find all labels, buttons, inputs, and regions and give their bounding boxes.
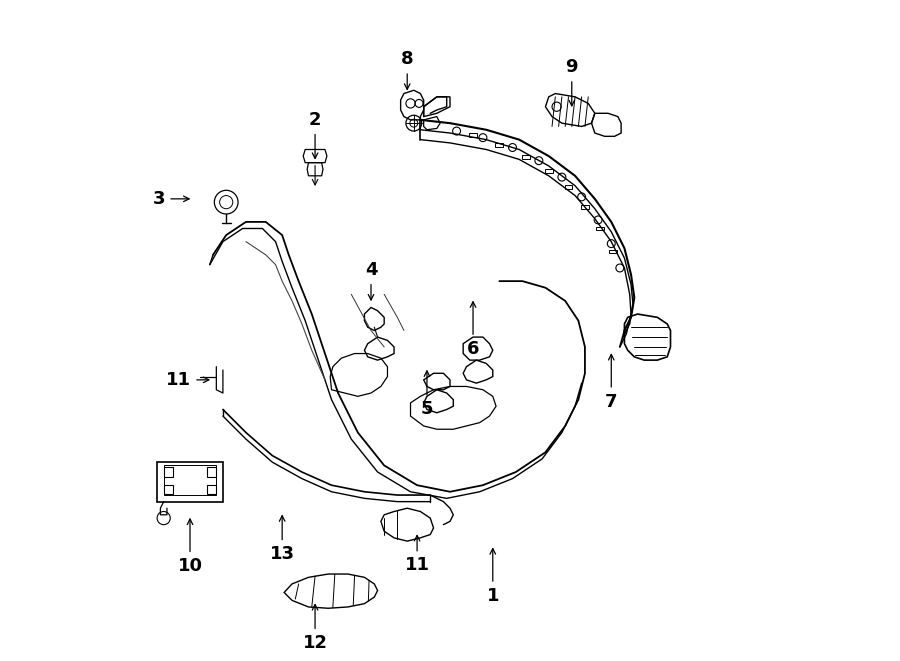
Text: 13: 13 <box>270 516 294 563</box>
Bar <box>207 485 216 494</box>
PathPatch shape <box>400 91 424 120</box>
Bar <box>164 467 173 477</box>
Bar <box>564 185 572 189</box>
Bar <box>495 143 503 147</box>
Bar <box>164 485 173 494</box>
Text: 5: 5 <box>420 371 433 418</box>
PathPatch shape <box>625 314 670 360</box>
Text: 3: 3 <box>153 190 189 208</box>
Bar <box>544 169 553 173</box>
Bar <box>596 227 604 231</box>
Text: 12: 12 <box>302 605 328 652</box>
PathPatch shape <box>158 462 223 502</box>
Text: 9: 9 <box>565 58 578 106</box>
Text: 6: 6 <box>467 302 480 358</box>
Text: 11: 11 <box>405 535 429 574</box>
Text: 2: 2 <box>309 111 321 159</box>
Text: 11: 11 <box>166 371 209 389</box>
Bar <box>469 133 477 137</box>
Text: 10: 10 <box>177 519 202 575</box>
Text: 7: 7 <box>605 354 617 410</box>
Text: 1: 1 <box>487 549 499 605</box>
Text: 8: 8 <box>400 50 413 89</box>
Bar <box>207 467 216 477</box>
Bar <box>522 155 529 159</box>
Bar <box>609 250 617 253</box>
Text: 4: 4 <box>364 261 377 300</box>
Bar <box>581 205 589 209</box>
